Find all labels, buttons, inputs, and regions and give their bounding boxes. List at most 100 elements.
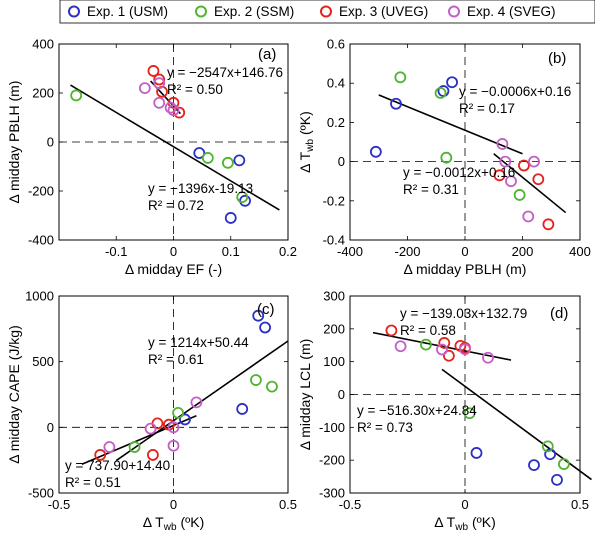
data-point [151, 417, 164, 430]
data-point [144, 422, 157, 435]
panel-label: (a) [258, 46, 276, 63]
x-axis-label-sub: wb [163, 522, 177, 533]
x-tick-label: 0 [170, 244, 177, 259]
x-tick-label: -0.5 [339, 497, 361, 512]
data-point [522, 210, 535, 223]
data-point [153, 73, 166, 86]
x-axis-label-main: Δ T [143, 514, 164, 530]
regression-line [441, 368, 592, 481]
fit-equation: y = −0.0006x+0.16 [459, 84, 571, 99]
x-tick-label: 0 [461, 244, 468, 259]
y-axis-label: Δ midday PBLH (m) [6, 81, 22, 204]
data-point [532, 173, 545, 186]
fit-r-squared: R² = 0.72 [148, 198, 204, 213]
data-point [128, 441, 141, 453]
panels: -0.1 0 0.1 0.2 -400 -200 0 200 400 Δ midday EF (-… [6, 37, 592, 534]
x-tick-label: -0.1 [105, 244, 127, 259]
y-tick-label: 0 [47, 135, 54, 150]
data-point [103, 441, 116, 453]
y-tick-label: 500 [32, 354, 54, 369]
data-point [470, 447, 483, 459]
y-tick-label: 0.2 [327, 115, 345, 130]
y-axis-label: Δ midday LCL (m) [297, 339, 313, 451]
x-tick-label: -200 [394, 244, 420, 259]
data-point [369, 145, 382, 158]
fit-equation: y = −516.30x+24.84 [357, 403, 477, 418]
panel-label: (d) [550, 305, 568, 322]
x-tick-label: 0.5 [279, 497, 297, 512]
y-tick-label: -0.4 [323, 233, 345, 248]
y-tick-label: 200 [323, 321, 345, 336]
fit-equation: y = 737.90+14.40 [65, 458, 170, 473]
data-point [259, 321, 272, 334]
data-point [499, 155, 512, 168]
y-tick-label: 100 [323, 354, 345, 369]
fit-r-squared: R² = 0.50 [167, 82, 223, 97]
regression-line [115, 340, 289, 462]
legend-label: Exp. 1 (USM) [87, 4, 168, 19]
data-point [221, 156, 234, 169]
y-axis-label-sub: wb [305, 139, 316, 153]
data-point [138, 82, 151, 94]
y-tick-label: 200 [32, 86, 54, 101]
panel-b: -400 -200 0 200 400 -0.4 -0.2 0 0.2 0.4 0.6 Δ midda… [297, 37, 591, 278]
y-axis-label: Δ Twb (ºK) [297, 111, 316, 173]
fit-r-squared: R² = 0.61 [148, 352, 204, 367]
data-point [528, 155, 540, 168]
data-point [482, 351, 494, 364]
y-tick-label: -0.2 [323, 193, 345, 208]
data-point [70, 89, 83, 102]
fit-r-squared: R² = 0.58 [400, 323, 456, 338]
y-tick-label: 0.4 [327, 76, 345, 91]
data-point [551, 473, 563, 486]
legend-box [59, 0, 595, 24]
regression-line [493, 153, 567, 214]
y-tick-label: 0 [338, 387, 345, 402]
legend-label: Exp. 2 (SSM) [214, 4, 294, 19]
y-tick-label: -100 [319, 420, 345, 435]
data-point [436, 343, 448, 356]
x-axis-label-sub: wb [454, 522, 468, 533]
data-point [542, 218, 555, 231]
data-point [544, 448, 556, 461]
regression-line [70, 84, 280, 211]
data-point [541, 440, 554, 453]
fit-equation: y = 1214x+50.44 [148, 335, 249, 350]
data-point [164, 101, 177, 114]
data-point [236, 191, 249, 204]
data-point [153, 96, 166, 109]
legend-marker [68, 5, 80, 18]
data-point [173, 106, 186, 119]
panel-label: (c) [257, 301, 275, 318]
panel-label: (b) [548, 50, 566, 67]
data-point [419, 338, 432, 351]
data-point [252, 309, 265, 322]
data-point [167, 104, 180, 117]
panel-a: -0.1 0 0.1 0.2 -400 -200 0 200 400 Δ midday EF (-… [6, 37, 297, 278]
regression-line [81, 415, 197, 465]
data-point [496, 138, 509, 150]
y-tick-label: -200 [319, 453, 345, 468]
x-axis-label: Δ midday EF (-) [125, 261, 222, 277]
data-point [266, 380, 278, 393]
data-point [394, 340, 407, 353]
data-point [146, 449, 159, 461]
data-point [518, 159, 530, 172]
data-point [201, 152, 214, 164]
data-point [167, 439, 180, 452]
data-point [505, 175, 517, 188]
panel-c: -0.5 0 0.5 -500 0 500 1000 Δ Twb (ºK) Δ midday CA… [6, 289, 297, 534]
data-point [94, 449, 107, 461]
y-tick-label: 0 [47, 420, 54, 435]
x-tick-label: 0.2 [279, 244, 297, 259]
x-axis-label-unit: (ºK) [472, 514, 496, 530]
regression-line [372, 331, 512, 361]
fit-r-squared: R² = 0.73 [357, 420, 413, 435]
data-point [236, 403, 249, 415]
x-tick-label: -400 [337, 244, 363, 259]
fit-equation: y = −139.03x+132.79 [400, 306, 527, 321]
legend-label: Exp. 3 (UVEG) [339, 4, 428, 19]
x-tick-label: 0.5 [571, 497, 589, 512]
